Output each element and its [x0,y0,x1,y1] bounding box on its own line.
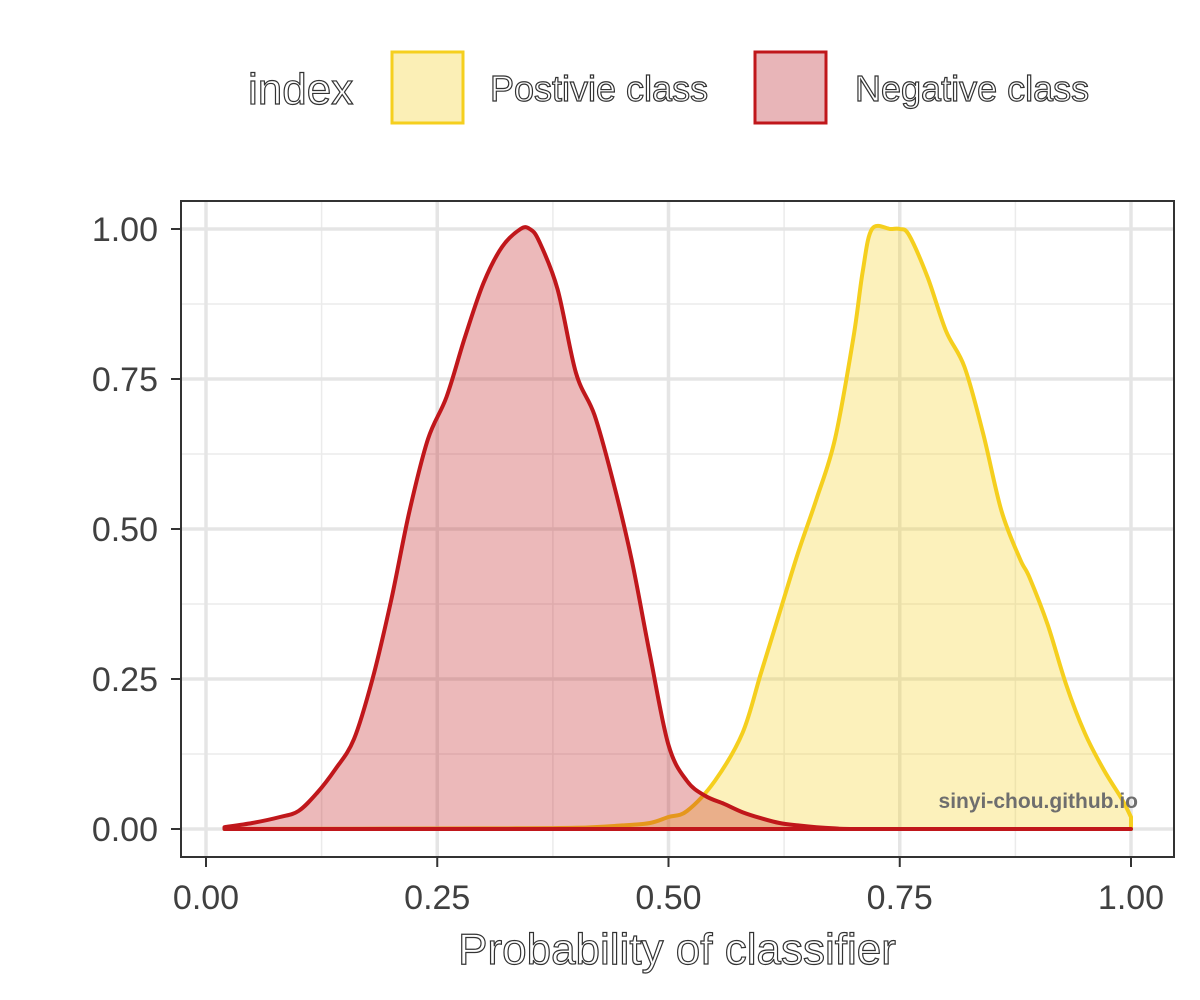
legend-swatch-positive [390,50,465,125]
x-tick-label: 0.00 [173,879,239,917]
density-area-negative [224,227,1131,830]
density-line-negative [222,225,1133,832]
x-tick-label: 0.50 [635,879,701,917]
density-line-positive [222,223,1133,831]
y-tick-label: 0.75 [92,361,158,399]
y-tick-label: 0.50 [92,511,158,549]
x-tick-label: 0.25 [404,879,470,917]
legend-title: index [248,65,353,114]
y-tick-label: 0.00 [92,811,158,849]
y-tick-label: 1.00 [92,211,158,249]
watermark: sinyi-chou.github.io [939,790,1138,813]
x-tick-label: 0.75 [867,879,933,917]
legend: index Postivie class Negative class [247,50,1090,125]
density-area-positive [224,225,1131,829]
legend-label-negative: Negative class [855,68,1089,109]
legend-label-positive: Postivie class [490,68,708,109]
x-axis-title: Probability of classifier [458,925,896,974]
x-tick-label: 1.00 [1098,879,1164,917]
legend-swatch-negative [753,50,828,125]
y-tick-label: 0.25 [92,661,158,699]
axes: 0.00 0.25 0.50 0.75 1.00 0.00 0.25 0.50 0.75 1.00 [92,211,1164,917]
density-areas [222,223,1133,832]
